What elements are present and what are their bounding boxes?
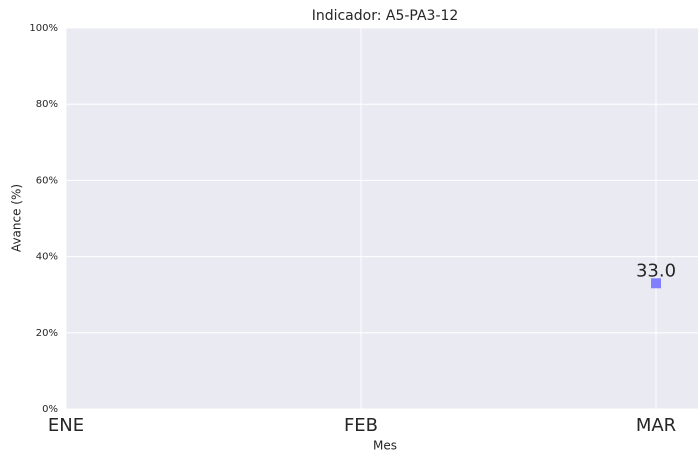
y-tick-label: 100% [29,23,58,34]
data-label: 33.0 [636,260,676,281]
y-tick-label: 20% [36,328,58,339]
x-axis-label: Mes [373,439,397,452]
marker [651,278,661,289]
x-tick-label: MAR [636,415,676,436]
y-tick-label: 60% [36,175,58,186]
chart-title: Indicador: A5-PA3-12 [312,8,459,24]
x-tick-label: FEB [344,415,378,436]
y-axis-label: Avance (%) [10,184,24,252]
x-tick-label: ENE [48,415,84,436]
y-tick-label: 40% [36,252,58,263]
plot-area [66,28,698,409]
y-tick-label: 0% [42,404,58,415]
y-tick-label: 80% [36,99,58,110]
